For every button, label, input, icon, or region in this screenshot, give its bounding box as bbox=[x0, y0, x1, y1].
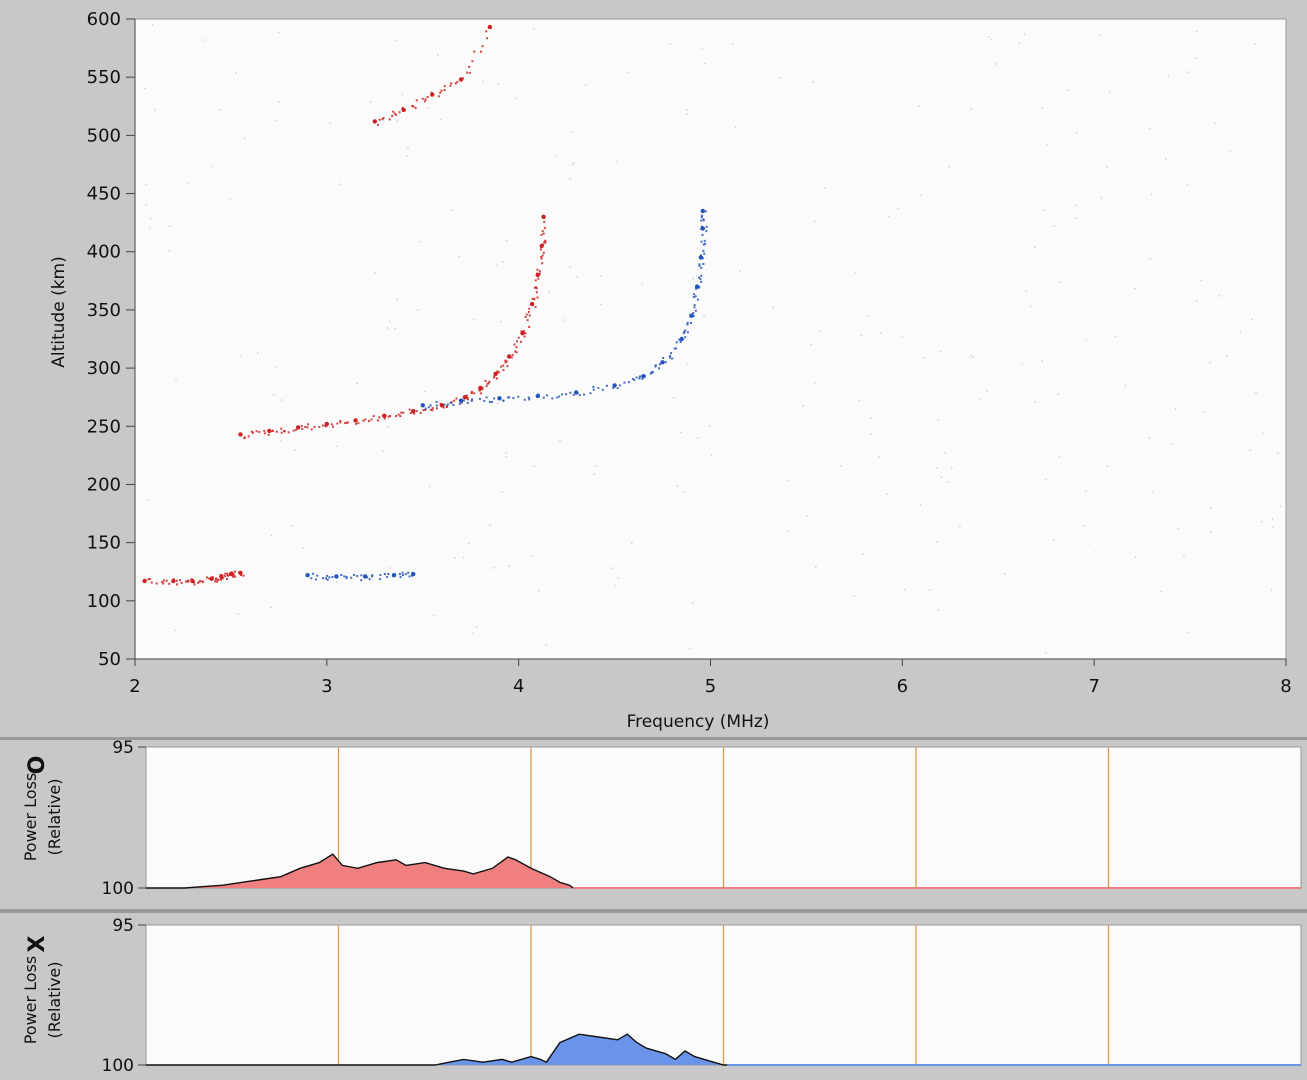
y-tick-label: 550 bbox=[87, 67, 121, 88]
power-loss-o-ylabel-line2: (Relative) bbox=[45, 778, 64, 855]
power-loss-x-y-tick-label: 100 bbox=[102, 1056, 134, 1076]
x-tick-label: 3 bbox=[321, 676, 332, 697]
trace-0-point bbox=[529, 301, 535, 307]
power-loss-x-fill bbox=[146, 1034, 728, 1065]
trace-1-point bbox=[679, 336, 684, 342]
trace-1-point bbox=[700, 208, 705, 214]
trace-1-point bbox=[660, 360, 665, 365]
ionogram-panel: 2 3 4 5 6 7 8 50 100 150 200 250 300 350 400 450 500 550 6… bbox=[49, 9, 1292, 732]
power-loss-x-ylabel-line2: (Relative) bbox=[45, 961, 64, 1038]
y-tick-label: 200 bbox=[87, 474, 121, 495]
power-loss-x-mode-label: X bbox=[25, 935, 50, 952]
trace-0-point bbox=[382, 413, 387, 418]
x-tick-label: 2 bbox=[129, 676, 140, 697]
power-loss-x-axes: 95 100 bbox=[102, 916, 146, 1076]
x-tick-label: 5 bbox=[705, 676, 716, 697]
trace-0-point bbox=[487, 24, 493, 30]
trace-1-point bbox=[458, 398, 464, 403]
y-tick-label: 250 bbox=[87, 416, 121, 437]
trace-1-point bbox=[641, 374, 646, 379]
ionogram-axes: 2 3 4 5 6 7 8 50 100 150 200 250 300 350 400 450 500 550 6… bbox=[87, 9, 1292, 697]
y-axis-label: Altitude (km) bbox=[49, 256, 69, 368]
trace-0-point bbox=[372, 119, 377, 124]
trace-0-point bbox=[541, 214, 546, 219]
y-tick-label: 300 bbox=[87, 358, 121, 379]
power-loss-o-axes: 95 100 bbox=[102, 738, 146, 899]
power-loss-o-mode-label: O bbox=[25, 756, 50, 775]
power-loss-o-outline bbox=[146, 853, 574, 889]
panel-separator-2 bbox=[0, 909, 1307, 913]
trace-0-point bbox=[411, 408, 416, 414]
trace-1-point bbox=[411, 571, 416, 577]
power-loss-x-panel: 95 100 Power Loss (Relative) X bbox=[21, 916, 1302, 1076]
power-loss-x-area bbox=[146, 1033, 1301, 1066]
y-tick-label: 500 bbox=[87, 125, 121, 146]
power-loss-x-outline bbox=[146, 1033, 728, 1066]
trace-0-point bbox=[478, 385, 483, 391]
y-tick-label: 50 bbox=[98, 649, 121, 670]
y-tick-label: 150 bbox=[87, 533, 121, 554]
trace-1-point bbox=[694, 284, 700, 289]
y-tick-label: 350 bbox=[87, 300, 121, 321]
x-tick-label: 7 bbox=[1088, 676, 1099, 697]
power-loss-o-y-tick-label: 100 bbox=[102, 879, 134, 899]
trace-0-point bbox=[295, 425, 301, 430]
trace-0-point bbox=[506, 354, 512, 359]
power-loss-o-y-tick-label: 95 bbox=[112, 738, 134, 758]
power-loss-o-panel: 95 100 Power Loss (Relative) O bbox=[21, 738, 1302, 899]
power-loss-x-y-tick-label: 95 bbox=[112, 916, 134, 936]
power-loss-x-gridlines bbox=[337, 925, 1110, 1065]
x-axis-label: Frequency (MHz) bbox=[627, 712, 770, 732]
x-tick-label: 6 bbox=[897, 676, 908, 697]
trace-0-point bbox=[267, 428, 272, 434]
trace-1-point bbox=[497, 396, 502, 401]
trace-1-point bbox=[420, 403, 425, 408]
y-tick-label: 100 bbox=[87, 591, 121, 612]
y-tick-label: 600 bbox=[87, 9, 121, 30]
ionogram-plot-area bbox=[134, 18, 1287, 660]
x-tick-label: 8 bbox=[1280, 676, 1291, 697]
echo-trace-points bbox=[142, 24, 708, 586]
background-noise-dots bbox=[144, 24, 1282, 654]
trace-1-point bbox=[305, 573, 310, 578]
power-loss-o-fill bbox=[146, 854, 574, 888]
y-tick-label: 450 bbox=[87, 184, 121, 205]
panel-separator bbox=[0, 737, 1307, 740]
y-tick-label: 400 bbox=[87, 242, 121, 263]
trace-0-point bbox=[238, 432, 243, 437]
x-tick-label: 4 bbox=[513, 676, 524, 697]
power-loss-x-ylabel-line1: Power Loss bbox=[21, 956, 40, 1045]
power-loss-o-area bbox=[146, 853, 1301, 889]
trace-0-point bbox=[238, 570, 243, 576]
power-loss-o-ylabel-line1: Power Loss bbox=[21, 773, 40, 862]
